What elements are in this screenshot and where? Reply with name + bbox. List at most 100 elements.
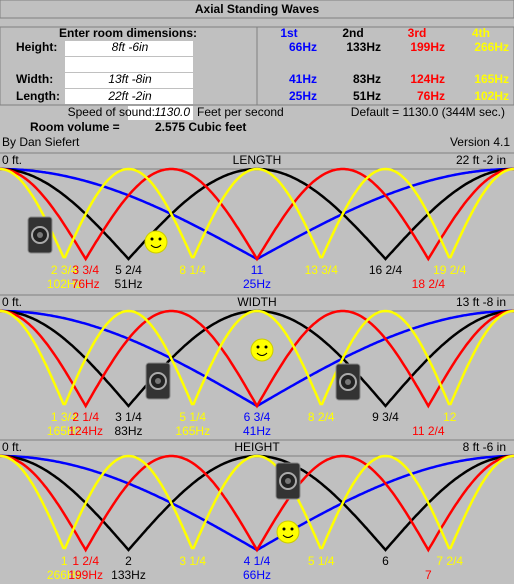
speaker-icon <box>145 362 171 400</box>
harmonic-header: 4th <box>472 26 490 40</box>
node-frequency: 25Hz <box>243 277 271 291</box>
node-frequency: 41Hz <box>243 424 271 438</box>
node-position: 11 2/4 <box>412 424 445 438</box>
frequency: 266Hz <box>474 40 509 54</box>
node-frequency: 165Hz <box>175 424 210 438</box>
node-position: 5 1/4 <box>179 410 206 424</box>
width-field[interactable] <box>65 73 193 88</box>
node-position: 19 2/4 <box>433 263 467 277</box>
frequency: 165Hz <box>474 72 509 86</box>
smiley-eye <box>264 345 268 349</box>
frequency: 25Hz <box>289 89 317 103</box>
node-frequency: 124Hz <box>68 424 103 438</box>
node-position: 12 <box>443 410 457 424</box>
dimension-label: Height: <box>16 40 57 54</box>
dimension-label: Width: <box>16 72 53 86</box>
panel-start: 0 ft. <box>2 295 22 309</box>
node-frequency: 51Hz <box>114 277 142 291</box>
node-position: 8 2/4 <box>308 410 335 424</box>
dimension-value: 8ft -6in <box>112 40 149 54</box>
node-position: 7 2/4 <box>436 554 463 568</box>
node-frequency: 66Hz <box>243 568 271 582</box>
smiley-eye <box>290 527 294 531</box>
panel-title: LENGTH <box>233 153 282 167</box>
node-position: 16 2/4 <box>369 263 403 277</box>
node-frequency: 102Hz <box>47 277 82 291</box>
speaker-dust <box>155 378 161 384</box>
standing-wave <box>0 454 514 553</box>
frequency: 102Hz <box>474 89 509 103</box>
frequency: 124Hz <box>410 72 445 86</box>
harmonic-header: 3rd <box>408 26 427 40</box>
node-position: 9 3/4 <box>372 410 399 424</box>
smiley-face <box>250 338 274 362</box>
node-position: 6 <box>382 554 389 568</box>
panel-end: 22 ft -2 in <box>456 153 506 167</box>
smiley-eye <box>150 237 154 241</box>
harmonic-header: 1st <box>280 26 297 40</box>
frequency: 199Hz <box>410 40 445 54</box>
speed-value: 1130.0 <box>154 105 190 119</box>
title: Axial Standing Waves <box>195 2 320 16</box>
frequency: 133Hz <box>346 40 381 54</box>
volume-label: Room volume = <box>30 120 120 134</box>
volume-value: 2.575 Cubic feet <box>155 120 246 134</box>
smiley-mouth <box>256 352 268 356</box>
panel-start: 0 ft. <box>2 153 22 167</box>
node-position: 18 2/4 <box>412 277 446 291</box>
panel-title: WIDTH <box>237 295 276 309</box>
node-frequency: 133Hz <box>111 568 146 582</box>
frequency: 51Hz <box>353 89 381 103</box>
speed-unit: Feet per second <box>197 105 284 119</box>
smiley-icon <box>144 230 168 254</box>
node-position: 7 <box>425 568 432 582</box>
standing-wave <box>0 454 514 550</box>
speaker-icon <box>335 363 361 401</box>
prompt: Enter room dimensions: <box>59 26 197 40</box>
smiley-icon <box>250 338 274 362</box>
dimension-label: Length: <box>16 89 60 103</box>
node-position: 1 3/4 <box>51 410 78 424</box>
smiley-face <box>276 520 300 544</box>
smiley-face <box>144 230 168 254</box>
frequency: 66Hz <box>289 40 317 54</box>
node-position: 1 <box>61 554 68 568</box>
speaker-dust <box>345 379 351 385</box>
node-position: 3 1/4 <box>115 410 142 424</box>
smiley-mouth <box>150 244 162 248</box>
node-position: 4 1/4 <box>244 554 271 568</box>
standing-wave <box>0 309 514 406</box>
smiley-mouth <box>282 534 294 538</box>
node-position: 3 1/4 <box>179 554 206 568</box>
speaker-icon <box>27 216 53 254</box>
speed-default: Default = 1130.0 (344M sec.) <box>351 105 505 119</box>
node-frequency: 76Hz <box>72 277 100 291</box>
node-position: 6 3/4 <box>244 410 271 424</box>
node-position: 2 <box>125 554 132 568</box>
node-position: 1 2/4 <box>72 554 99 568</box>
smiley-eye <box>282 527 286 531</box>
harmonic-header: 2nd <box>342 26 363 40</box>
node-position: 11 <box>251 263 264 277</box>
standing-wave <box>0 167 514 262</box>
node-position: 13 3/4 <box>305 263 339 277</box>
smiley-eye <box>158 237 162 241</box>
node-position: 2 1/4 <box>72 410 99 424</box>
speed-field[interactable] <box>128 106 193 120</box>
panel-title: HEIGHT <box>234 440 280 454</box>
smiley-icon <box>276 520 300 544</box>
version: Version 4.1 <box>450 135 510 149</box>
length-field[interactable] <box>65 89 193 104</box>
speaker-icon <box>275 462 301 500</box>
frequency: 41Hz <box>289 72 317 86</box>
node-frequency: 83Hz <box>114 424 142 438</box>
node-frequency: 165Hz <box>47 424 82 438</box>
dimension-value: 13ft -8in <box>108 72 152 86</box>
author: By Dan Siefert <box>2 135 80 149</box>
smiley-eye <box>256 345 260 349</box>
height-field[interactable] <box>65 41 193 56</box>
node-frequency: 199Hz <box>68 568 103 582</box>
panel-end: 8 ft -6 in <box>463 440 506 454</box>
